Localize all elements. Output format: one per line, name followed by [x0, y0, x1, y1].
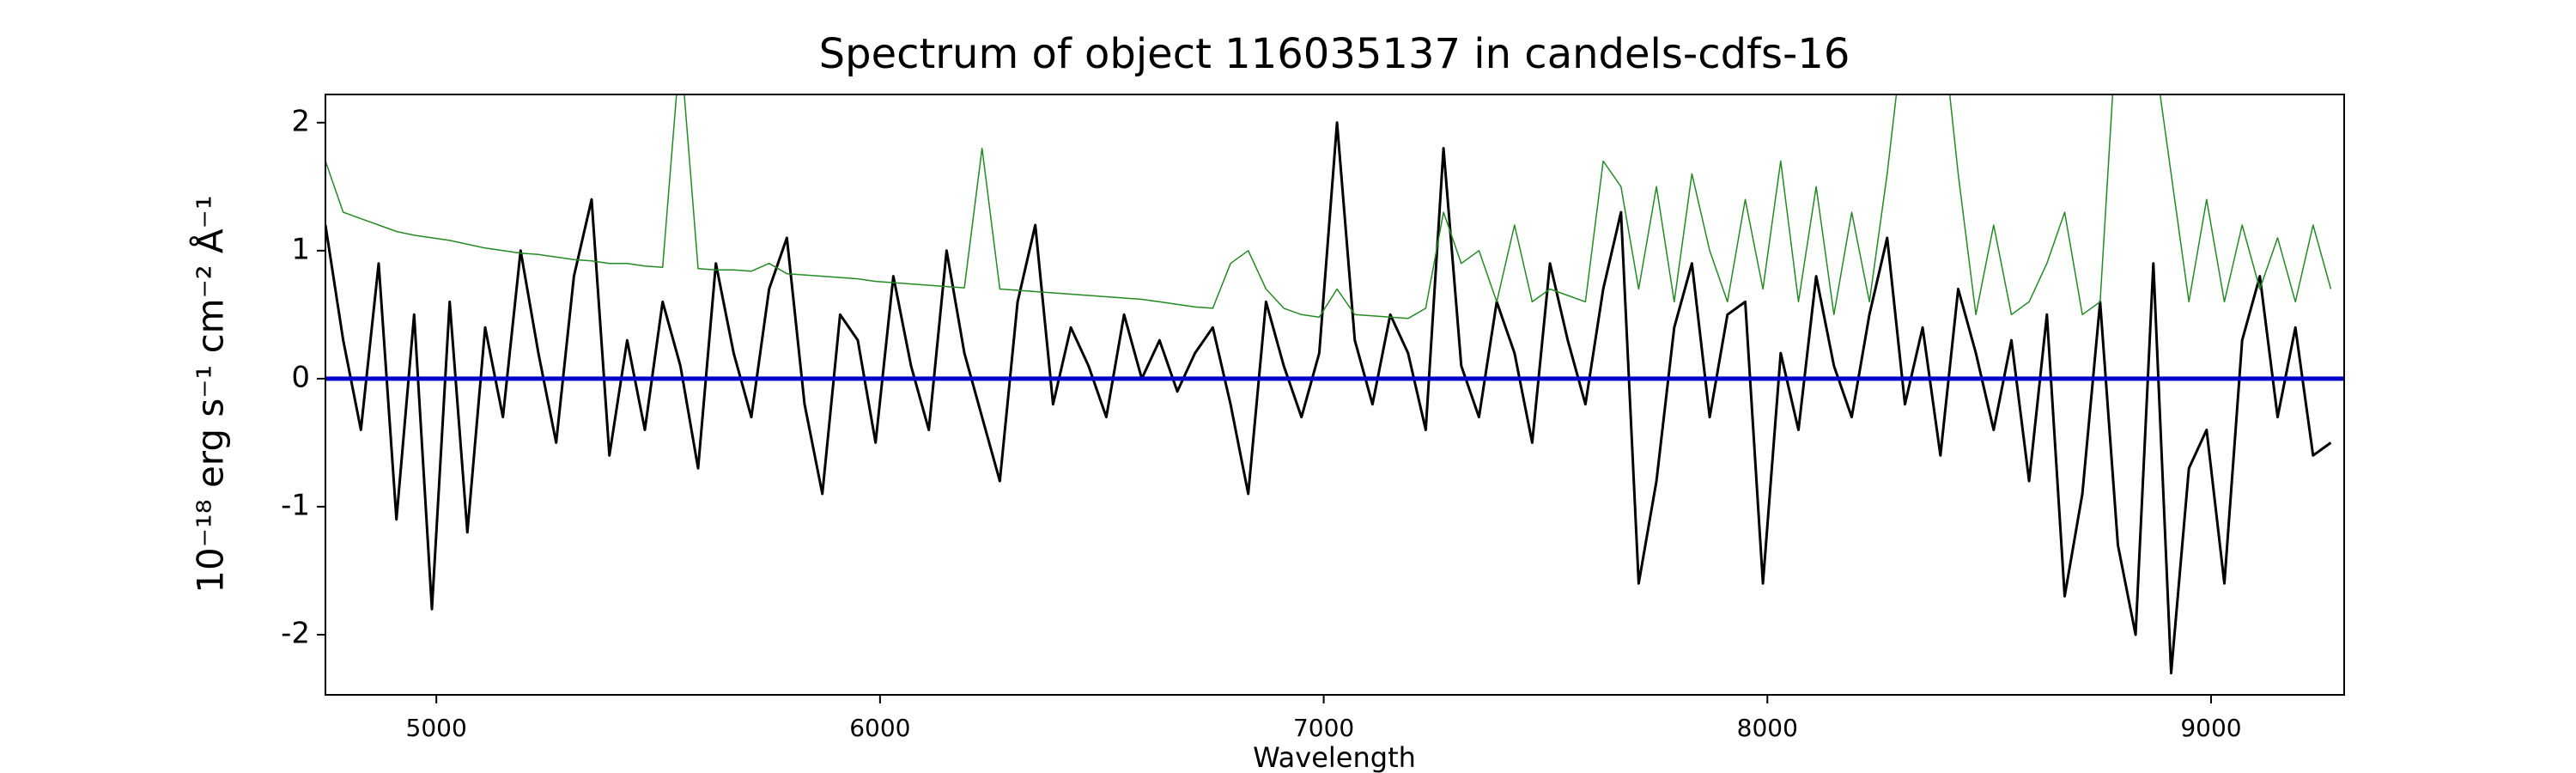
chart-title: Spectrum of object 116035137 in candels-…: [819, 30, 1850, 78]
y-tick-label: 2: [291, 104, 310, 138]
x-tick-label: 5000: [406, 714, 467, 742]
spectrum-line: [325, 121, 2332, 675]
x-tick-label: 8000: [1737, 714, 1798, 742]
y-axis-label: 10⁻¹⁸ erg s⁻¹ cm⁻² Å⁻¹: [189, 195, 232, 593]
y-tick-label: 1: [291, 232, 310, 266]
x-tick-label: 7000: [1293, 714, 1354, 742]
x-tick-label: 9000: [2180, 714, 2241, 742]
axes-frame: [325, 94, 2345, 696]
y-tick-label: -1: [281, 488, 310, 522]
y-tick-label: 0: [291, 360, 310, 394]
plot-area: [325, 94, 2344, 675]
spectrum-line: [325, 94, 2332, 320]
x-axis-label: Wavelength: [1253, 741, 1416, 773]
y-tick-label: -2: [281, 616, 310, 650]
x-tick-label: 6000: [849, 714, 910, 742]
